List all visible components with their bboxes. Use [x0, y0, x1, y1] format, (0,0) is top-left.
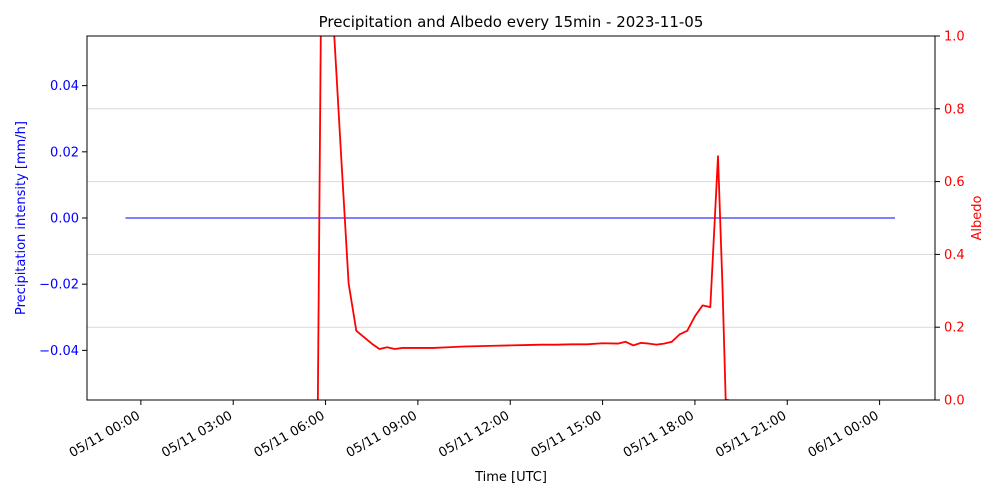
plot-series	[125, 36, 895, 400]
grid-lines	[87, 108, 935, 328]
albedo-line	[316, 36, 729, 400]
y-axis-right-label: Albedo	[970, 195, 985, 240]
y-right-tick-label: 0.4	[944, 248, 965, 263]
chart-title: Precipitation and Albedo every 15min - 2…	[319, 13, 704, 31]
y-right-tick-label: 0.2	[944, 321, 965, 336]
y-axis-left: −0.04 −0.02 0.00 0.02 0.04	[39, 79, 87, 359]
y-axis-left-label: Precipitation intensity [mm/h]	[14, 121, 29, 315]
y-left-tick-label: 0.04	[50, 79, 79, 94]
y-right-tick-label: 0.8	[944, 102, 965, 117]
y-left-tick-label: −0.04	[39, 344, 79, 359]
y-right-tick-label: 0.6	[944, 175, 965, 190]
x-axis-label: Time [UTC]	[474, 470, 547, 485]
y-axis-right: 0.0 0.2 0.4 0.6 0.8 1.0	[935, 30, 965, 409]
y-left-tick-label: 0.02	[50, 145, 79, 160]
y-right-tick-label: 0.0	[944, 394, 965, 409]
y-left-tick-label: 0.00	[50, 212, 79, 227]
y-right-tick-label: 1.0	[944, 30, 965, 45]
y-left-tick-label: −0.02	[39, 278, 79, 293]
